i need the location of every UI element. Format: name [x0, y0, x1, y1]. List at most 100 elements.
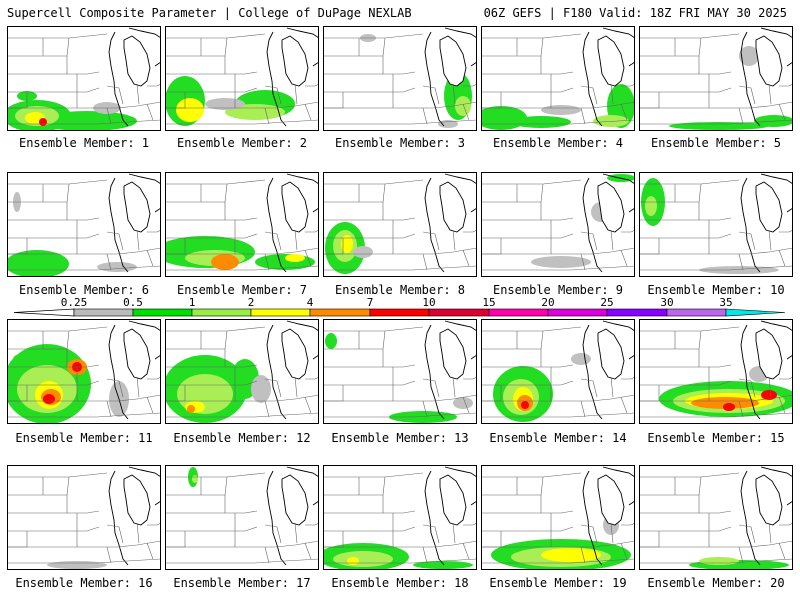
field-shading [723, 403, 735, 411]
field-shading [347, 557, 359, 565]
field-shading [341, 235, 353, 253]
ensemble-panel [7, 172, 161, 277]
legend-swatch [428, 308, 490, 317]
color-legend [13, 308, 786, 317]
member-map [165, 26, 319, 131]
ensemble-panel [323, 319, 477, 424]
member-label: Ensemble Member: 5 [650, 136, 782, 150]
legend-swatch [666, 308, 727, 317]
field-shading [97, 262, 137, 272]
member-label: Ensemble Member: 7 [176, 283, 308, 297]
member-map [165, 172, 319, 277]
field-shading [571, 353, 591, 365]
member-label: Ensemble Member: 16 [15, 576, 153, 590]
member-map [7, 465, 161, 570]
legend-tick-label: 20 [541, 296, 555, 309]
legend-swatch [73, 308, 134, 317]
member-map [481, 26, 635, 131]
chart-title: Supercell Composite Parameter | College … [7, 6, 412, 20]
member-label: Ensemble Member: 3 [334, 136, 466, 150]
member-map [165, 319, 319, 424]
field-shading [353, 246, 373, 258]
field-shading [255, 254, 315, 270]
ensemble-panel [481, 172, 635, 277]
legend-tick-label: 4 [306, 296, 314, 309]
field-shading [285, 254, 305, 262]
legend-swatch [369, 308, 430, 317]
legend-swatch [132, 308, 193, 317]
legend-swatch [488, 308, 549, 317]
legend-tick-label: 0.5 [123, 296, 143, 309]
field-shading [541, 548, 601, 562]
field-shading [739, 46, 759, 66]
field-shading [211, 254, 239, 270]
ensemble-panel [639, 319, 793, 424]
ensemble-panel [481, 319, 635, 424]
ensemble-panel [481, 26, 635, 131]
field-shading [669, 122, 769, 130]
legend-tick-label: 30 [660, 296, 674, 309]
legend-swatch [191, 308, 252, 317]
member-map [481, 172, 635, 277]
member-label: Ensemble Member: 10 [647, 283, 785, 297]
member-map [639, 465, 793, 570]
ensemble-panel [7, 26, 161, 131]
member-map [481, 465, 635, 570]
field-shading [43, 394, 55, 404]
legend-tick-label: 10 [422, 296, 436, 309]
member-map [323, 172, 477, 277]
ensemble-panel [323, 26, 477, 131]
field-shading [325, 333, 337, 349]
member-map [7, 319, 161, 424]
field-shading [761, 390, 777, 400]
field-shading [455, 96, 471, 116]
member-label: Ensemble Member: 17 [173, 576, 311, 590]
ensemble-panel [639, 26, 793, 131]
field-shading [645, 196, 657, 216]
member-label: Ensemble Member: 11 [15, 431, 153, 445]
field-shading [251, 375, 271, 403]
legend-swatch [725, 308, 786, 317]
legend-tick-label: 15 [482, 296, 496, 309]
member-map [639, 319, 793, 424]
member-map [323, 26, 477, 131]
member-label: Ensemble Member: 18 [331, 576, 469, 590]
ensemble-panel [165, 172, 319, 277]
field-shading [192, 475, 198, 483]
member-map [7, 26, 161, 131]
field-shading [413, 561, 473, 569]
member-label: Ensemble Member: 13 [331, 431, 469, 445]
member-label: Ensemble Member: 14 [489, 431, 627, 445]
ensemble-panel [323, 172, 477, 277]
member-label: Ensemble Member: 20 [647, 576, 785, 590]
member-map [639, 26, 793, 131]
field-shading [39, 118, 47, 126]
ensemble-panel [323, 465, 477, 570]
ensemble-panel [481, 465, 635, 570]
member-label: Ensemble Member: 6 [18, 283, 150, 297]
ensemble-panel [7, 465, 161, 570]
legend-tick-label: 7 [366, 296, 374, 309]
member-map [165, 465, 319, 570]
field-shading [13, 353, 41, 365]
member-map [323, 319, 477, 424]
ensemble-panel [7, 319, 161, 424]
ensemble-panel [165, 319, 319, 424]
legend-tick-label: 35 [719, 296, 733, 309]
legend-tick-label: 1 [188, 296, 196, 309]
field-shading [541, 105, 581, 115]
run-info: 06Z GEFS | F180 Valid: 18Z FRI MAY 30 20… [483, 6, 787, 20]
field-shading [511, 116, 571, 128]
legend-swatch [309, 308, 371, 317]
legend-tick-label: 0.25 [60, 296, 88, 309]
field-shading [699, 557, 739, 565]
member-map [639, 172, 793, 277]
legend-swatch [606, 308, 668, 317]
field-shading [531, 256, 591, 268]
legend-swatch [547, 308, 608, 317]
field-shading [521, 401, 529, 409]
ensemble-panel [165, 26, 319, 131]
legend-swatch [250, 308, 311, 317]
field-shading [691, 397, 759, 409]
member-label: Ensemble Member: 15 [647, 431, 785, 445]
